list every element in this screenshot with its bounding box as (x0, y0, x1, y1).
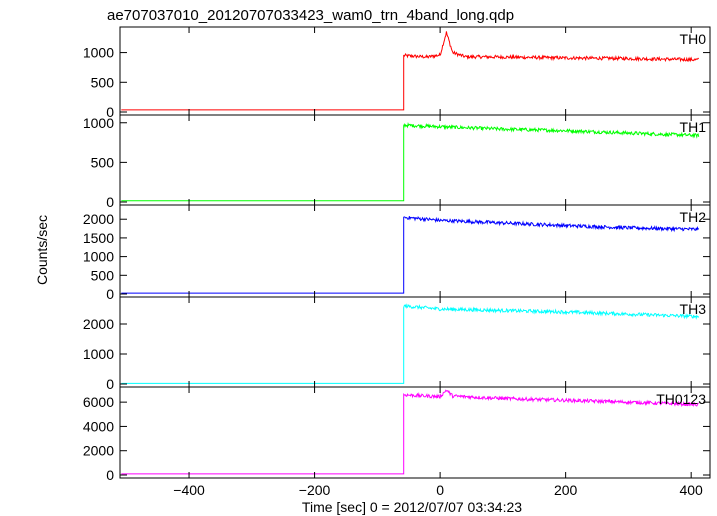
x-tick-label-0: 0 (436, 482, 444, 498)
y-tick-label-th3-2000: 2000 (83, 316, 114, 332)
y-tick-label-th0123-4000: 4000 (83, 418, 114, 434)
y-tick-label-th0-1000: 1000 (83, 45, 114, 61)
chart-title: ae707037010_20120707033423_wam0_trn_4ban… (107, 7, 514, 24)
y-tick-label-th0123-0: 0 (106, 467, 114, 483)
y-tick-label-th3-0: 0 (106, 376, 114, 392)
series-label-th3: TH3 (680, 301, 707, 317)
y-tick-label-th2-2000: 2000 (83, 211, 114, 227)
series-label-th2: TH2 (680, 209, 707, 225)
series-line-th1 (121, 122, 700, 202)
y-tick-label-th0123-6000: 6000 (83, 394, 114, 410)
y-tick-label-th1-0: 0 (106, 194, 114, 210)
series-label-th0: TH0 (680, 31, 707, 47)
y-tick-label-th1-500: 500 (91, 154, 115, 170)
x-tick-label-400: 400 (679, 482, 703, 498)
y-tick-label-th2-500: 500 (91, 267, 115, 283)
series-label-th1: TH1 (680, 119, 707, 135)
panel-frame-th0 (119, 26, 711, 116)
y-tick-label-th2-1500: 1500 (83, 230, 114, 246)
x-tick-label--400: −400 (173, 482, 205, 498)
y-axis-label: Counts/sec (34, 215, 50, 285)
y-tick-label-th1-1000: 1000 (83, 115, 114, 131)
panel-frame-th1 (119, 114, 711, 206)
x-axis-label: Time [sec] 0 = 2012/07/07 03:34:23 (302, 499, 522, 515)
y-tick-label-th2-0: 0 (106, 286, 114, 302)
x-tick-label--200: −200 (299, 482, 331, 498)
y-tick-label-th0-0: 0 (106, 104, 114, 120)
y-tick-label-th0-500: 500 (91, 74, 115, 90)
series-line-th0123 (121, 389, 699, 475)
panel-frame-th3 (119, 296, 711, 388)
y-tick-label-th2-1000: 1000 (83, 249, 114, 265)
series-label-th0123: TH0123 (656, 391, 706, 407)
series-line-th3 (121, 303, 700, 384)
y-tick-label-th3-1000: 1000 (83, 346, 114, 362)
series-line-th2 (121, 216, 700, 294)
series-line-th0 (121, 31, 700, 111)
panel-frame-th0123 (119, 386, 711, 479)
y-tick-label-th0123-2000: 2000 (83, 443, 114, 459)
x-tick-label-200: 200 (554, 482, 578, 498)
